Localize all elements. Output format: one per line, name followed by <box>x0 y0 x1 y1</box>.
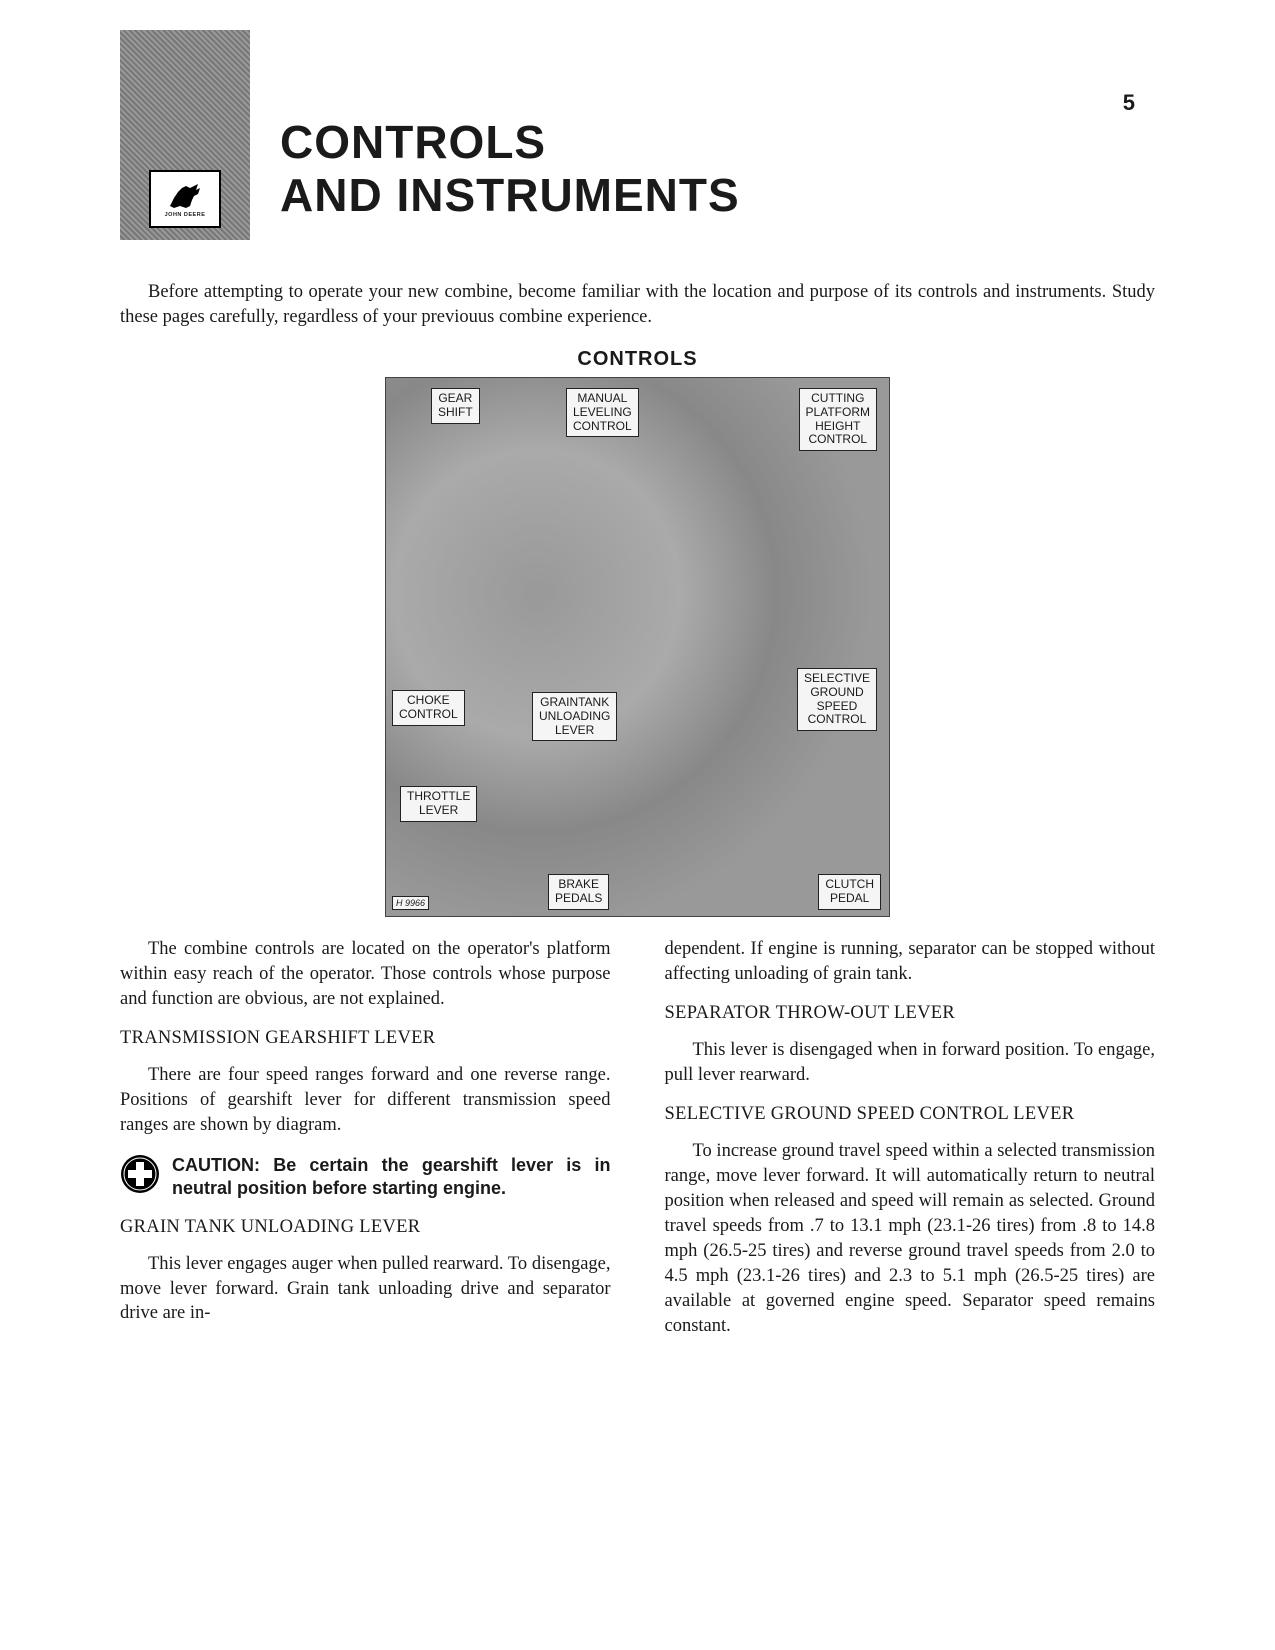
caution-text: CAUTION: Be certain the gearshift lever … <box>172 1154 611 1201</box>
left-para-2: There are four speed ranges forward and … <box>120 1063 611 1138</box>
left-para-1: The combine controls are located on the … <box>120 937 611 1012</box>
content-columns: The combine controls are located on the … <box>120 937 1155 1355</box>
page-container: 5 JOHN DEERE CONTROLS AND INSTRUMENTS Be… <box>0 0 1275 1415</box>
label-clutch-pedal: CLUTCHPEDAL <box>818 874 881 910</box>
right-para-2: This lever is disengaged when in forward… <box>665 1038 1156 1088</box>
title-line-2: AND INSTRUMENTS <box>280 169 740 222</box>
header: JOHN DEERE CONTROLS AND INSTRUMENTS <box>120 30 1155 240</box>
label-selective-ground-speed: SELECTIVEGROUNDSPEEDCONTROL <box>797 668 877 731</box>
right-column: dependent. If engine is running, separat… <box>665 937 1156 1355</box>
right-para-3: To increase ground travel speed within a… <box>665 1139 1156 1339</box>
deer-icon <box>164 180 206 212</box>
label-manual-leveling: MANUALLEVELINGCONTROL <box>566 388 639 437</box>
label-choke-control: CHOKECONTROL <box>392 690 465 726</box>
right-para-1: dependent. If engine is running, separat… <box>665 937 1156 987</box>
title-line-1: CONTROLS <box>280 116 740 169</box>
heading-separator-throwout: SEPARATOR THROW-OUT LEVER <box>665 1003 1156 1024</box>
intro-paragraph: Before attempting to operate your new co… <box>120 280 1155 330</box>
heading-transmission-gearshift: TRANSMISSION GEARSHIFT LEVER <box>120 1028 611 1049</box>
controls-diagram: GEARSHIFT MANUALLEVELINGCONTROL CUTTINGP… <box>385 377 890 917</box>
photo-id: H 9966 <box>392 896 429 910</box>
label-graintank-unloading: GRAINTANKUNLOADINGLEVER <box>532 692 617 741</box>
heading-grain-tank-unloading: GRAIN TANK UNLOADING LEVER <box>120 1217 611 1238</box>
label-brake-pedals: BRAKEPEDALS <box>548 874 609 910</box>
label-throttle-lever: THROTTLELEVER <box>400 786 477 822</box>
left-column: The combine controls are located on the … <box>120 937 611 1355</box>
left-para-3: This lever engages auger when pulled rea… <box>120 1252 611 1327</box>
heading-selective-ground-speed: SELECTIVE GROUND SPEED CONTROL LEVER <box>665 1104 1156 1125</box>
label-gear-shift: GEARSHIFT <box>431 388 480 424</box>
page-title: CONTROLS AND INSTRUMENTS <box>280 116 740 240</box>
caution-block: CAUTION: Be certain the gearshift lever … <box>120 1154 611 1201</box>
label-cutting-platform: CUTTINGPLATFORMHEIGHTCONTROL <box>799 388 877 451</box>
logo-text: JOHN DEERE <box>165 212 206 218</box>
logo-badge: JOHN DEERE <box>149 170 221 228</box>
section-heading-controls: CONTROLS <box>120 348 1155 371</box>
page-number: 5 <box>1123 90 1135 116</box>
safety-cross-icon <box>120 1154 160 1194</box>
logo-block: JOHN DEERE <box>120 30 250 240</box>
